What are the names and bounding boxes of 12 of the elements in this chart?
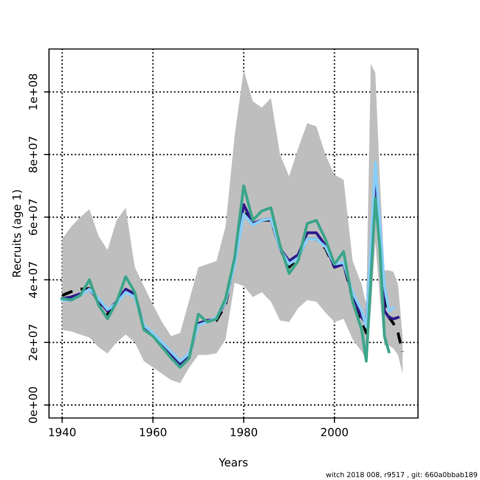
y-tick-label: 2e+07 (28, 324, 38, 360)
x-tick-label: 1980 (230, 428, 258, 436)
y-tick-label: 0e+00 (28, 387, 38, 423)
y-tick-label: 1e+08 (28, 74, 38, 110)
x-tick-label: 1940 (49, 428, 76, 436)
x-axis-title: Years (218, 458, 248, 467)
x-tick-label: 2000 (321, 428, 348, 436)
y-tick-label: 8e+07 (28, 136, 38, 172)
x-tick-label: 1960 (140, 428, 166, 436)
y-axis-title: Recruits (age 1) (12, 190, 23, 277)
y-tick-label: 4e+07 (28, 262, 38, 298)
y-tick-label: 6e+07 (28, 199, 38, 236)
